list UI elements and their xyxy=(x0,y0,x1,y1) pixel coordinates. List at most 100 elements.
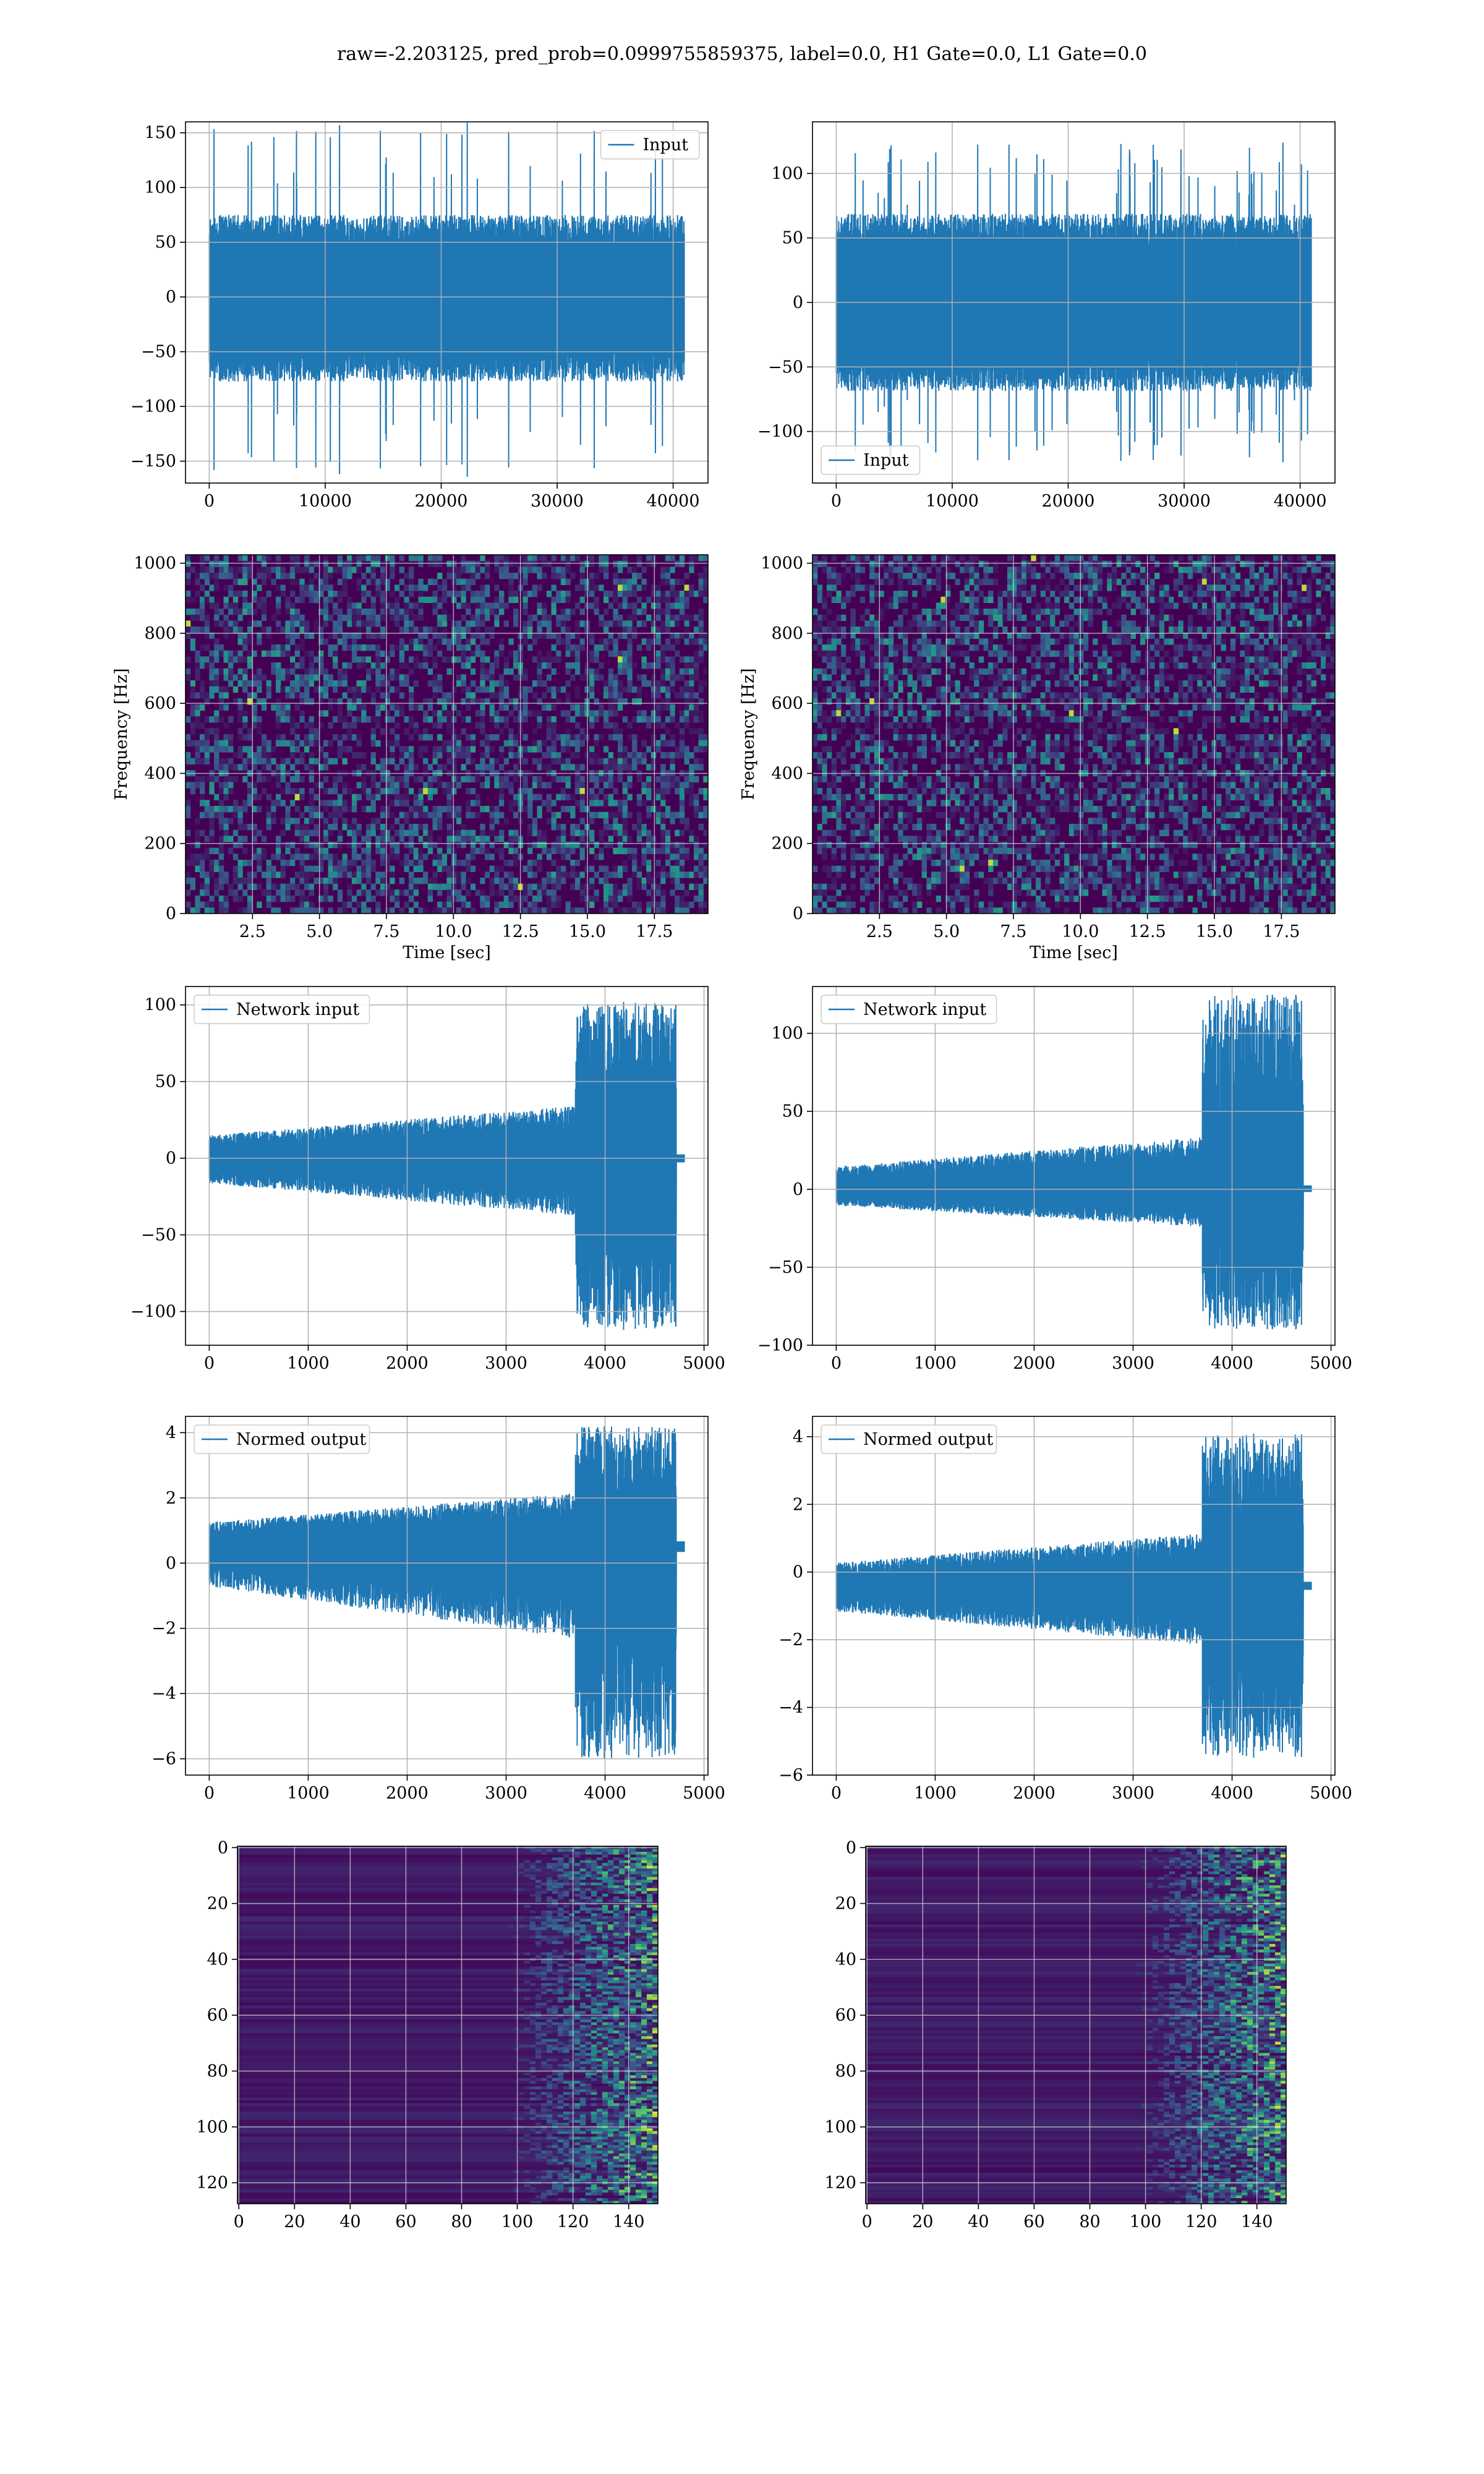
heatmap-cell xyxy=(333,591,338,597)
heatmap-cell xyxy=(480,836,485,842)
x-tick-label: 10000 xyxy=(926,492,979,511)
heatmap-cell xyxy=(603,555,609,562)
heatmap-cell xyxy=(622,627,628,633)
heatmap-cell xyxy=(608,752,613,759)
heatmap-cell xyxy=(390,602,395,609)
heatmap-cell xyxy=(869,842,875,849)
heatmap-cell xyxy=(679,829,685,836)
heatmap-cell xyxy=(689,567,694,573)
heatmap-cell xyxy=(375,842,381,849)
heatmap-cell xyxy=(228,662,234,669)
heatmap-cell xyxy=(499,788,505,795)
heatmap-cell xyxy=(646,836,652,842)
heatmap-cell xyxy=(551,668,556,675)
heatmap-cell xyxy=(926,578,932,585)
heatmap-cell xyxy=(375,764,381,771)
heatmap-cell xyxy=(570,847,576,854)
heatmap-cell xyxy=(884,836,889,842)
heatmap-cell xyxy=(675,896,680,902)
heatmap-cell xyxy=(276,740,281,747)
heatmap-cell xyxy=(309,818,314,824)
y-tick-label: −50 xyxy=(141,343,176,362)
heatmap-cell xyxy=(660,842,666,849)
heatmap-cell xyxy=(494,609,500,615)
heatmap-cell xyxy=(247,782,253,789)
heatmap-cell xyxy=(209,746,215,753)
heatmap-cell xyxy=(437,734,443,741)
heatmap-cell xyxy=(874,788,880,795)
heatmap-cell xyxy=(855,573,861,580)
heatmap-cell xyxy=(603,573,609,580)
heatmap-cell xyxy=(594,668,599,675)
heatmap-cell xyxy=(276,620,281,627)
heatmap-cell xyxy=(409,578,414,585)
heatmap-cell xyxy=(508,889,514,896)
heatmap-cell xyxy=(342,662,348,669)
heatmap-cell xyxy=(441,854,448,860)
heatmap-cell xyxy=(874,758,880,764)
heatmap-cell xyxy=(456,734,462,741)
heatmap-cell xyxy=(546,901,552,908)
heatmap-cell xyxy=(879,632,884,639)
heatmap-cell xyxy=(650,584,657,591)
heatmap-cell xyxy=(964,806,970,813)
heatmap-cell xyxy=(589,811,595,818)
heatmap-cell xyxy=(513,811,519,818)
heatmap-cell xyxy=(670,602,675,609)
heatmap-cell xyxy=(650,883,657,890)
heatmap-cell xyxy=(280,686,286,693)
heatmap-cell xyxy=(888,638,894,645)
heatmap-cell xyxy=(836,806,842,813)
heatmap-cell xyxy=(921,680,927,687)
heatmap-cell xyxy=(703,567,708,573)
heatmap-cell xyxy=(926,674,932,681)
heatmap-cell xyxy=(955,710,960,717)
heatmap-cell xyxy=(903,836,908,842)
heatmap-cell xyxy=(333,854,338,860)
heatmap-cell xyxy=(380,878,386,884)
heatmap-cell xyxy=(456,818,462,824)
heatmap-cell xyxy=(418,806,424,813)
heatmap-cell xyxy=(323,764,329,771)
heatmap-cell xyxy=(864,824,870,831)
heatmap-cell xyxy=(955,883,960,890)
heatmap-cell xyxy=(342,692,348,699)
heatmap-cell xyxy=(480,620,485,627)
heatmap-cell xyxy=(689,704,694,711)
heatmap-cell xyxy=(560,710,566,717)
heatmap-cell xyxy=(195,591,200,597)
heatmap-cell xyxy=(917,567,923,573)
heatmap-cell xyxy=(622,806,628,813)
heatmap-cell xyxy=(675,907,680,914)
heatmap-cell xyxy=(665,752,671,759)
heatmap-cell xyxy=(698,609,704,615)
heatmap-cell xyxy=(874,728,880,735)
heatmap-cell xyxy=(451,560,457,567)
heatmap-cell xyxy=(494,656,500,663)
heatmap-cell xyxy=(432,824,438,831)
heatmap-cell xyxy=(257,854,262,860)
heatmap-cell xyxy=(675,782,680,789)
heatmap-cell xyxy=(337,620,343,627)
heatmap-cell xyxy=(679,668,685,675)
heatmap-cell xyxy=(864,842,870,849)
heatmap-cell xyxy=(437,865,443,872)
heatmap-cell xyxy=(209,782,215,789)
heatmap-cell xyxy=(622,632,628,639)
heatmap-cell xyxy=(195,854,200,860)
heatmap-cell xyxy=(427,883,433,890)
heatmap-cell xyxy=(812,686,818,693)
heatmap-cell xyxy=(675,638,680,645)
heatmap-cell xyxy=(399,794,404,800)
heatmap-cell xyxy=(228,836,234,842)
heatmap-cell xyxy=(955,836,960,842)
heatmap-cell xyxy=(546,674,552,681)
heatmap-cell xyxy=(309,794,314,800)
heatmap-cell xyxy=(508,650,514,657)
heatmap-cell xyxy=(466,746,471,753)
heatmap-cell xyxy=(660,896,666,902)
heatmap-cell xyxy=(409,764,414,771)
heatmap-cell xyxy=(351,722,357,729)
heatmap-cell xyxy=(594,609,599,615)
heatmap-cell xyxy=(446,800,452,807)
